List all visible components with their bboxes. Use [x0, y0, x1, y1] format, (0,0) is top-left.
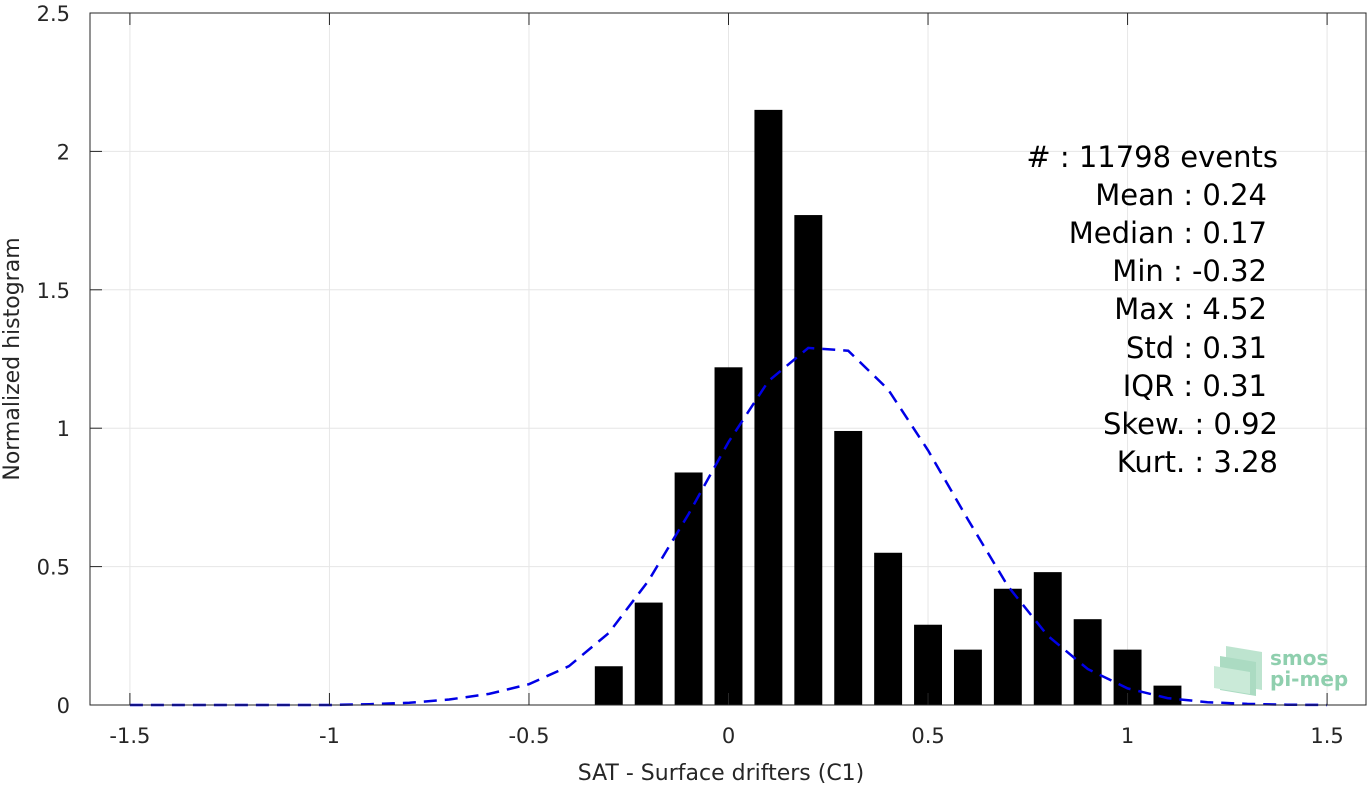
- y-tick-label: 2.5: [37, 2, 70, 26]
- smos-pi-mep-logo: smos pi-mep: [1214, 646, 1348, 696]
- histogram-bar: [1033, 572, 1062, 705]
- logo-text-line2: pi-mep: [1270, 667, 1348, 691]
- x-axis-label: SAT - Surface drifters (C1): [578, 761, 865, 785]
- stat-events: # : 11798 events: [1026, 140, 1278, 174]
- histogram-bar: [594, 666, 623, 705]
- y-tick-label: 0: [57, 694, 70, 718]
- y-tick-label: 2: [57, 140, 70, 164]
- histogram-bar: [834, 430, 863, 705]
- logo-text-line1: smos: [1270, 646, 1328, 670]
- x-tick-label: -1.5: [109, 724, 150, 748]
- histogram-bar: [634, 602, 663, 705]
- y-tick-label: 1.5: [37, 279, 70, 303]
- stat-std: Std : 0.31: [1126, 331, 1267, 365]
- histogram-bar: [1073, 619, 1102, 705]
- histogram-bar: [714, 367, 743, 705]
- histogram-bar: [754, 109, 783, 705]
- histogram-bar: [953, 649, 982, 705]
- histogram-bar: [1153, 685, 1182, 705]
- stat-skew: Skew. : 0.92: [1103, 407, 1278, 441]
- histogram-bars: [594, 109, 1182, 705]
- stat-median: Median : 0.17: [1069, 216, 1267, 250]
- histogram-bar: [874, 552, 903, 705]
- histogram-bar: [993, 588, 1022, 705]
- y-axis-label: Normalized histogram: [0, 237, 25, 480]
- x-tick-label: -0.5: [508, 724, 549, 748]
- y-tick-label: 1: [57, 417, 70, 441]
- stat-max: Max : 4.52: [1114, 292, 1267, 326]
- logo-icon: [1214, 646, 1262, 696]
- stat-kurt: Kurt. : 3.28: [1117, 445, 1278, 479]
- axis-ticks: [90, 12, 1328, 706]
- x-tick-label: 1: [1121, 724, 1134, 748]
- stat-mean: Mean : 0.24: [1095, 178, 1267, 212]
- x-tick-label: 0: [722, 724, 735, 748]
- x-tick-label: 1.5: [1310, 724, 1343, 748]
- histogram-bar: [914, 624, 942, 705]
- y-tick-labels: 0 0.5 1 1.5 2 2.5: [37, 2, 70, 718]
- statistics-annotation: # : 11798 events Mean : 0.24 Median : 0.…: [1026, 140, 1278, 479]
- x-tick-label: -1: [319, 724, 340, 748]
- histogram-bar: [674, 472, 703, 705]
- stat-min: Min : -0.32: [1112, 254, 1267, 288]
- y-tick-label: 0.5: [37, 556, 70, 580]
- histogram-bar: [794, 215, 823, 705]
- x-tick-labels: -1.5 -1 -0.5 0 0.5 1 1.5: [109, 724, 1343, 748]
- stat-iqr: IQR : 0.31: [1123, 369, 1267, 403]
- x-tick-label: 0.5: [911, 724, 944, 748]
